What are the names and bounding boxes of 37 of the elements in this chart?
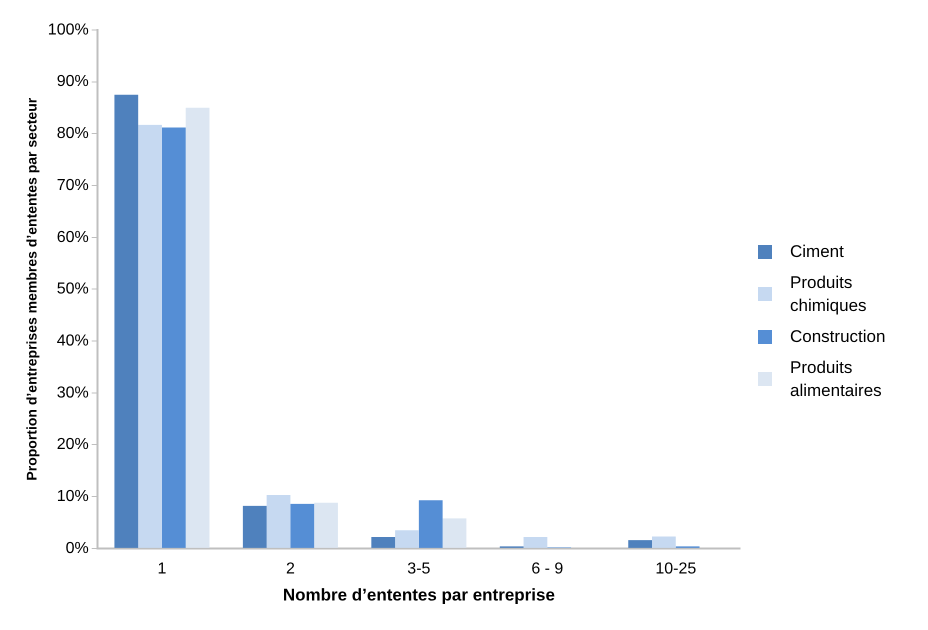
- y-tick-label: 40%: [56, 332, 89, 350]
- y-tick-label: 10%: [56, 488, 89, 505]
- bar: [371, 536, 396, 548]
- bar: [652, 536, 676, 548]
- x-axis-title: Nombre d’ententes par entreprise: [282, 585, 555, 604]
- y-axis-title: Proportion d’entreprises membres d’ententes par secteur: [23, 97, 40, 481]
- x-tick-label: 1: [157, 560, 166, 578]
- y-tick-label: 100%: [48, 21, 89, 38]
- legend-label: Ciment: [790, 241, 844, 263]
- bar: [442, 518, 466, 548]
- y-tick-label: 60%: [56, 228, 89, 246]
- bar: [628, 540, 652, 548]
- x-tick-label: 3-5: [407, 560, 431, 578]
- y-tick-label: 30%: [56, 384, 89, 402]
- bar: [524, 536, 548, 548]
- bar: [138, 124, 162, 548]
- x-tick-label: 6 - 9: [531, 560, 564, 578]
- x-tick-label: 2: [286, 560, 295, 578]
- y-tick-label: 0%: [66, 540, 89, 557]
- bar: [186, 108, 210, 548]
- bar: [314, 502, 338, 548]
- legend-label: Produits chimiques: [790, 272, 868, 317]
- bar: [242, 506, 267, 548]
- y-tick-label: 70%: [56, 176, 89, 194]
- y-tick-label: 80%: [56, 125, 89, 142]
- y-tick-label: 20%: [56, 436, 89, 454]
- legend-label: Construction: [790, 326, 886, 348]
- y-tick-label: 50%: [56, 280, 89, 298]
- bar: [114, 94, 138, 548]
- x-tick-label: 10-25: [655, 560, 696, 578]
- y-tick-label: 90%: [56, 73, 89, 90]
- bar: [395, 530, 419, 548]
- bar: [418, 500, 443, 548]
- legend-label: Produits alimentaires: [790, 357, 883, 402]
- bar: [266, 495, 290, 548]
- bar: [290, 504, 314, 548]
- bar: [162, 127, 186, 548]
